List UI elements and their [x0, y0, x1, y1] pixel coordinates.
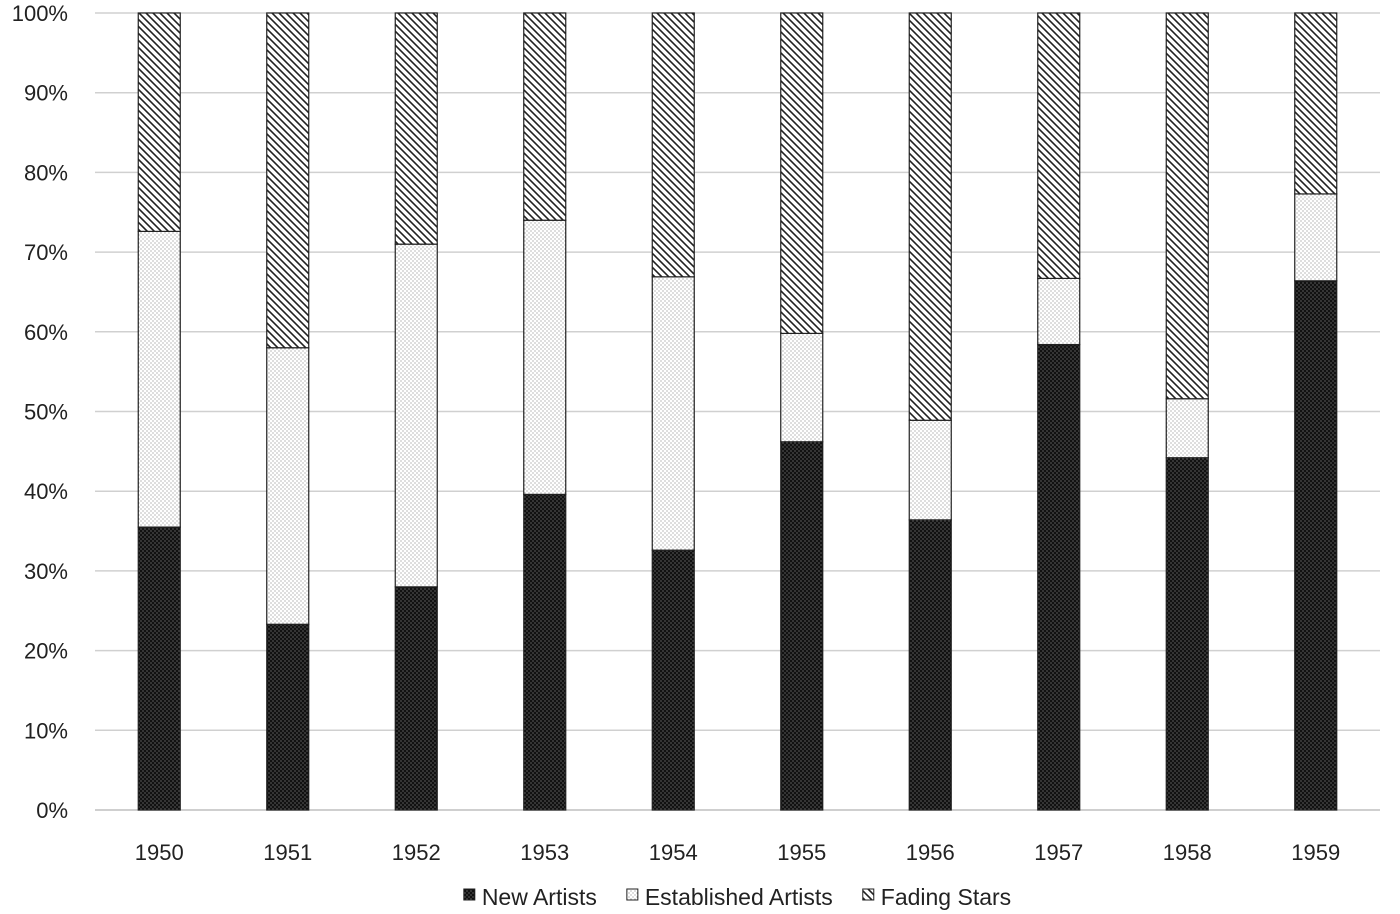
bar-segment — [266, 347, 310, 625]
legend-label: Established Artists — [645, 884, 833, 910]
x-tick-label: 1957 — [1034, 840, 1083, 865]
bar-segment — [908, 12, 952, 421]
x-tick-label: 1952 — [392, 840, 441, 865]
x-tick-label: 1951 — [263, 840, 312, 865]
bar-segment — [523, 12, 567, 221]
bar-segment — [394, 12, 438, 245]
legend-swatch — [626, 888, 639, 901]
bar-segment — [137, 12, 181, 232]
bar-segment — [1294, 12, 1338, 195]
x-tick-label: 1959 — [1291, 840, 1340, 865]
bar-segment — [1165, 398, 1209, 459]
bar-segment — [908, 519, 952, 811]
y-tick-label: 10% — [24, 718, 68, 743]
x-tick-label: 1953 — [520, 840, 569, 865]
bar-segment — [780, 332, 824, 443]
x-tick-label: 1958 — [1163, 840, 1212, 865]
legend: New Artists Established Artists Fading Sta… — [463, 884, 1011, 910]
y-tick-label: 60% — [24, 320, 68, 345]
x-tick-label: 1954 — [649, 840, 698, 865]
y-tick-label: 30% — [24, 559, 68, 584]
x-tick-label: 1955 — [777, 840, 826, 865]
x-axis-tick-labels: 1950 1951 1952 1953 1954 1955 1956 1957 1958 1959 — [135, 840, 1340, 865]
bar-segment — [523, 493, 567, 811]
bar-segment — [394, 243, 438, 588]
legend-swatch — [463, 888, 476, 901]
bar-segment — [1294, 280, 1338, 811]
legend-label: New Artists — [482, 884, 597, 910]
bar-segment — [908, 419, 952, 521]
bar-segment — [1037, 277, 1081, 346]
y-tick-label: 80% — [24, 160, 68, 185]
bar-segment — [137, 526, 181, 811]
y-tick-label: 0% — [36, 798, 68, 823]
bar-segment — [651, 12, 695, 278]
bar-segment — [1165, 12, 1209, 400]
bar-segment — [1037, 12, 1081, 280]
y-tick-label: 20% — [24, 639, 68, 664]
x-tick-label: 1950 — [135, 840, 184, 865]
y-tick-label: 70% — [24, 240, 68, 265]
bars — [137, 12, 1338, 811]
bar-segment — [1165, 457, 1209, 811]
x-tick-label: 1956 — [906, 840, 955, 865]
bar-segment — [651, 549, 695, 811]
bar-segment — [1037, 343, 1081, 811]
y-axis-tick-labels: 0% 10% 20% 30% 40% 50% 60% 70% 80% 90% 100% — [12, 1, 68, 823]
bar-segment — [266, 623, 310, 811]
y-tick-label: 40% — [24, 479, 68, 504]
bar-segment — [266, 12, 310, 349]
bar-segment — [1294, 193, 1338, 282]
legend-label: Fading Stars — [881, 884, 1011, 910]
bar-segment — [137, 230, 181, 528]
bar-segment — [780, 441, 824, 811]
bar-segment — [780, 12, 824, 334]
legend-swatch — [862, 888, 875, 901]
y-tick-label: 50% — [24, 400, 68, 425]
y-tick-label: 90% — [24, 81, 68, 106]
bar-segment — [523, 219, 567, 495]
y-tick-label: 100% — [12, 1, 68, 26]
bar-segment — [394, 586, 438, 811]
bar-segment — [651, 276, 695, 551]
